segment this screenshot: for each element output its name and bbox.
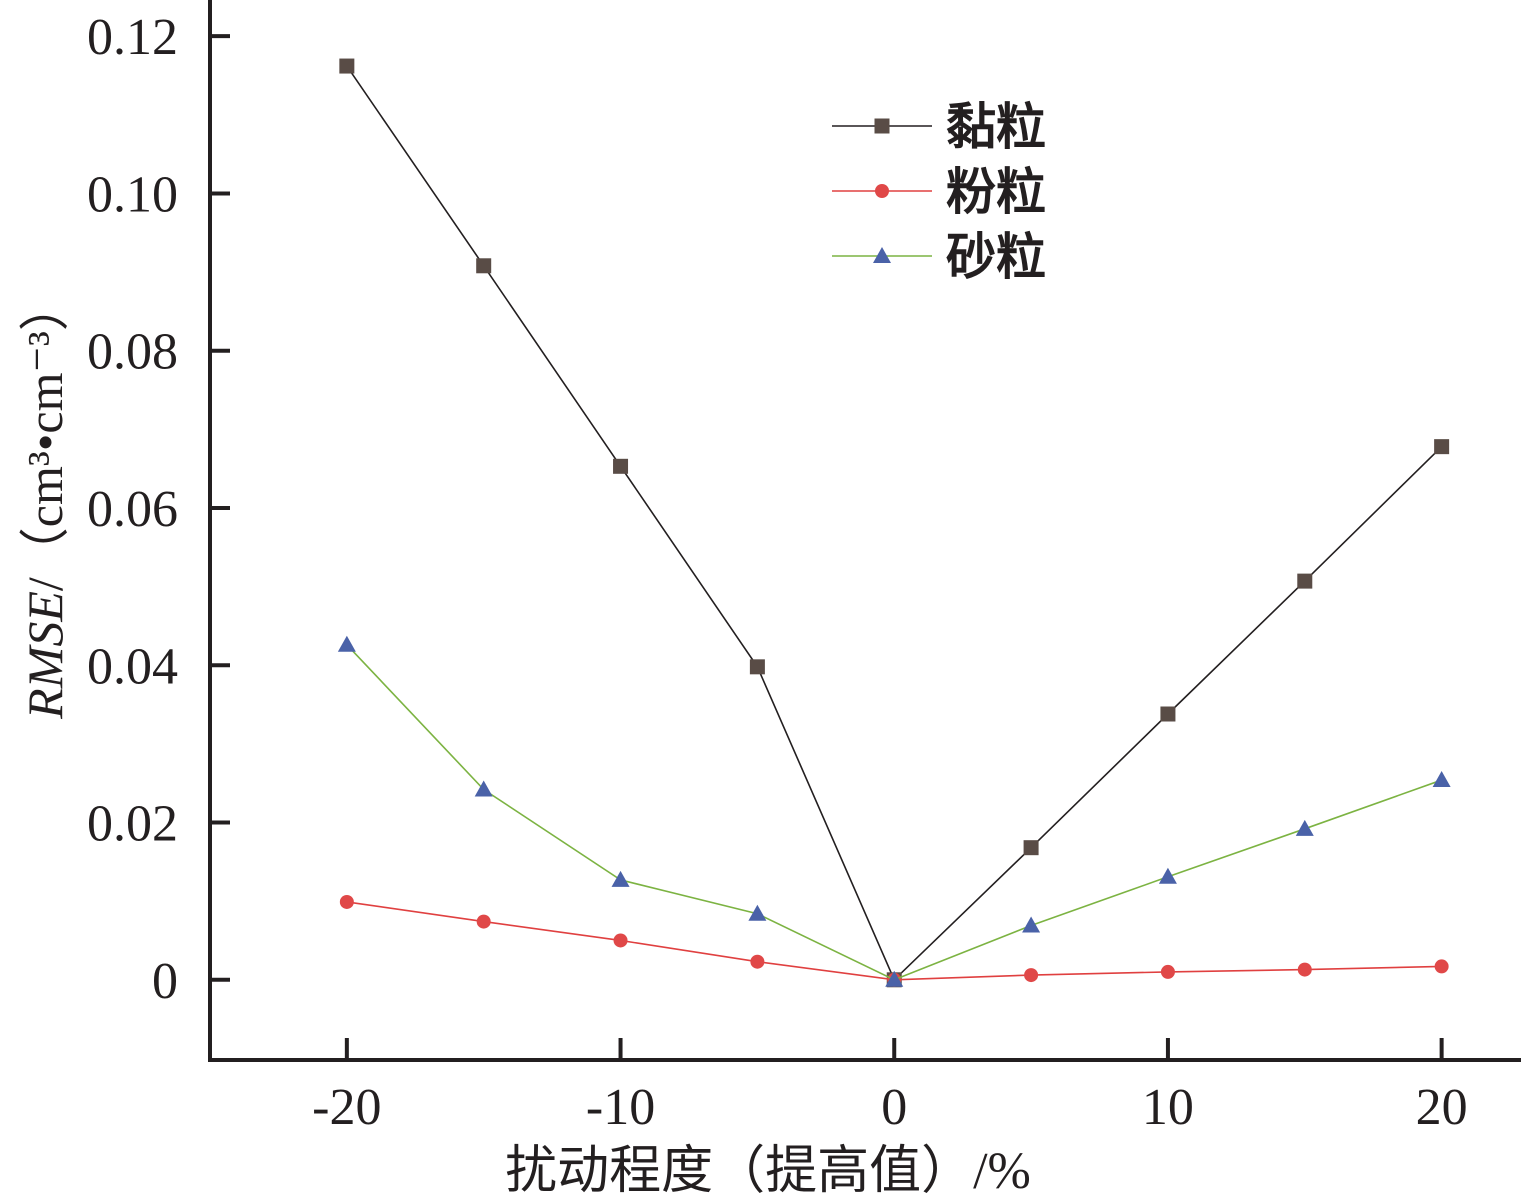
legend-item: 砂粒 bbox=[832, 229, 1046, 285]
data-point bbox=[1297, 962, 1312, 977]
data-point bbox=[885, 970, 904, 987]
data-point bbox=[1434, 439, 1450, 455]
legend-label: 粉粒 bbox=[946, 164, 1046, 220]
legend-item: 黏粒 bbox=[832, 99, 1046, 155]
y-axis-label-italic: RMSE bbox=[17, 591, 73, 720]
data-point bbox=[337, 635, 356, 652]
series-line bbox=[346, 644, 1442, 981]
y-tick-label: 0.02 bbox=[87, 796, 178, 853]
y-tick-label: 0.04 bbox=[87, 638, 178, 695]
data-point bbox=[1295, 819, 1314, 836]
data-point bbox=[748, 904, 767, 921]
data-point bbox=[1160, 964, 1175, 979]
data-point bbox=[1160, 706, 1176, 722]
legend-label: 砂粒 bbox=[946, 229, 1046, 285]
data-point bbox=[1022, 916, 1041, 933]
y-tick-label: 0.06 bbox=[87, 481, 178, 538]
x-tick-label: 10 bbox=[1142, 1079, 1194, 1136]
y-tick-label: 0.12 bbox=[87, 9, 178, 66]
y-axis-label: RMSE/（cm³•cm⁻³） bbox=[17, 281, 73, 720]
y-axis-label-unit: /（cm³•cm⁻³） bbox=[17, 281, 73, 591]
y-tick-label: 0 bbox=[152, 953, 178, 1010]
legend-label: 黏粒 bbox=[946, 99, 1046, 155]
x-tick-label: -20 bbox=[312, 1079, 381, 1136]
x-axis-label: 扰动程度（提高值）/% bbox=[505, 1143, 1031, 1200]
series-group bbox=[337, 58, 1451, 988]
data-point bbox=[749, 659, 765, 675]
axes: 0 0.02 0.04 0.06 0.08 0.10 0.12 -20 -10 0 10 20 bbox=[87, 0, 1521, 1136]
series-line bbox=[346, 65, 1443, 982]
data-point bbox=[1434, 959, 1449, 974]
legend-item: 粉粒 bbox=[832, 164, 1046, 220]
data-point bbox=[1432, 771, 1451, 788]
legend-marker bbox=[875, 184, 889, 198]
data-point bbox=[750, 954, 765, 969]
data-point bbox=[476, 258, 492, 274]
data-point bbox=[476, 914, 491, 929]
data-point bbox=[1024, 968, 1039, 983]
y-tick-label: 0.10 bbox=[87, 166, 178, 223]
legend-marker bbox=[873, 247, 891, 263]
x-tick-label: -10 bbox=[586, 1079, 655, 1136]
data-point bbox=[339, 58, 355, 74]
legend-marker bbox=[874, 118, 890, 134]
series-2 bbox=[337, 635, 1451, 987]
data-point bbox=[613, 933, 628, 948]
data-point bbox=[1297, 573, 1313, 589]
series-line bbox=[346, 901, 1442, 981]
data-point bbox=[613, 458, 629, 474]
data-point bbox=[1023, 840, 1039, 856]
data-point bbox=[339, 894, 354, 909]
data-point bbox=[611, 870, 630, 887]
x-tick-label: 20 bbox=[1416, 1079, 1468, 1136]
series-0 bbox=[339, 58, 1450, 988]
x-tick-label: 0 bbox=[881, 1079, 907, 1136]
data-point bbox=[474, 780, 493, 797]
y-tick-label: 0.08 bbox=[87, 324, 178, 381]
data-point bbox=[1158, 867, 1177, 884]
